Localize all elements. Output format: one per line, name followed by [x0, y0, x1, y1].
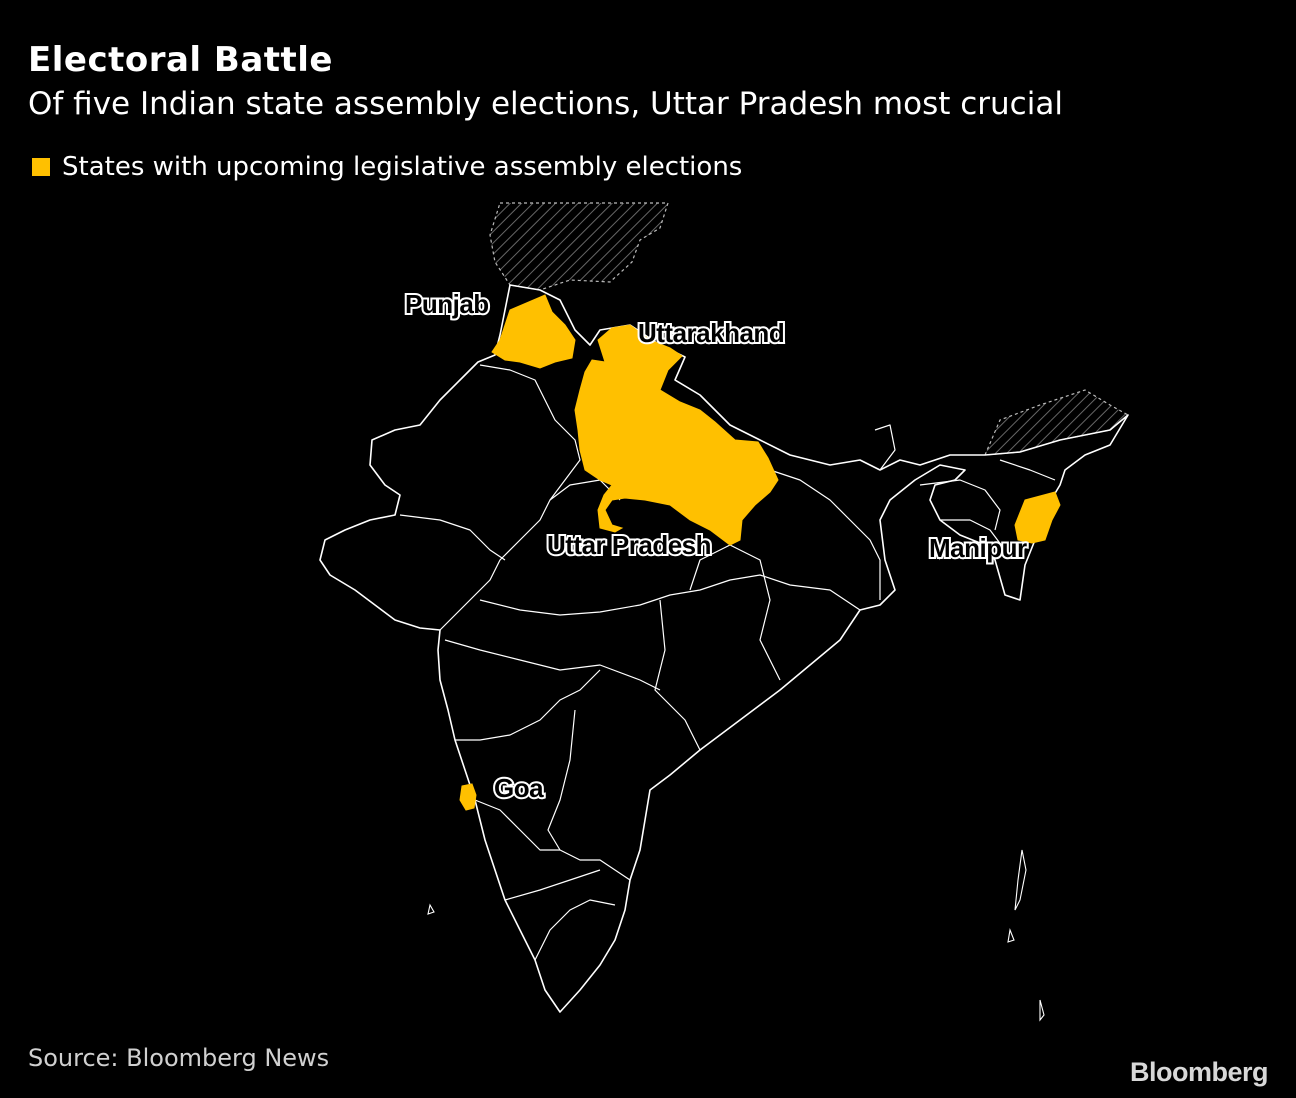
india-outline [319, 284, 1129, 1013]
bloomberg-logo: Bloomberg [1129, 1057, 1269, 1087]
state-uttar-pradesh [574, 359, 779, 546]
legend: States with upcoming legislative assembl… [32, 152, 742, 182]
label-uttarakhand: Uttarakhand [638, 318, 784, 348]
islands [427, 849, 1045, 1022]
label-manipur: Manipur [929, 533, 1027, 563]
source-note: Source: Bloomberg News [28, 1044, 330, 1072]
chart-title: Electoral Battle [28, 40, 333, 80]
label-punjab: Punjab [405, 289, 489, 319]
chart-subtitle: Of five Indian state assembly elections,… [28, 86, 1063, 122]
state-manipur [1014, 491, 1061, 544]
disputed-region-northeast [984, 389, 1130, 456]
label-goa: Goa [494, 773, 544, 803]
label-uttar-pradesh: Uttar Pradesh [547, 530, 711, 560]
state-goa [459, 783, 477, 811]
disputed-region-north [489, 202, 669, 291]
legend-swatch [32, 158, 50, 176]
state-punjab [491, 294, 576, 369]
legend-label: States with upcoming legislative assembl… [62, 152, 743, 182]
